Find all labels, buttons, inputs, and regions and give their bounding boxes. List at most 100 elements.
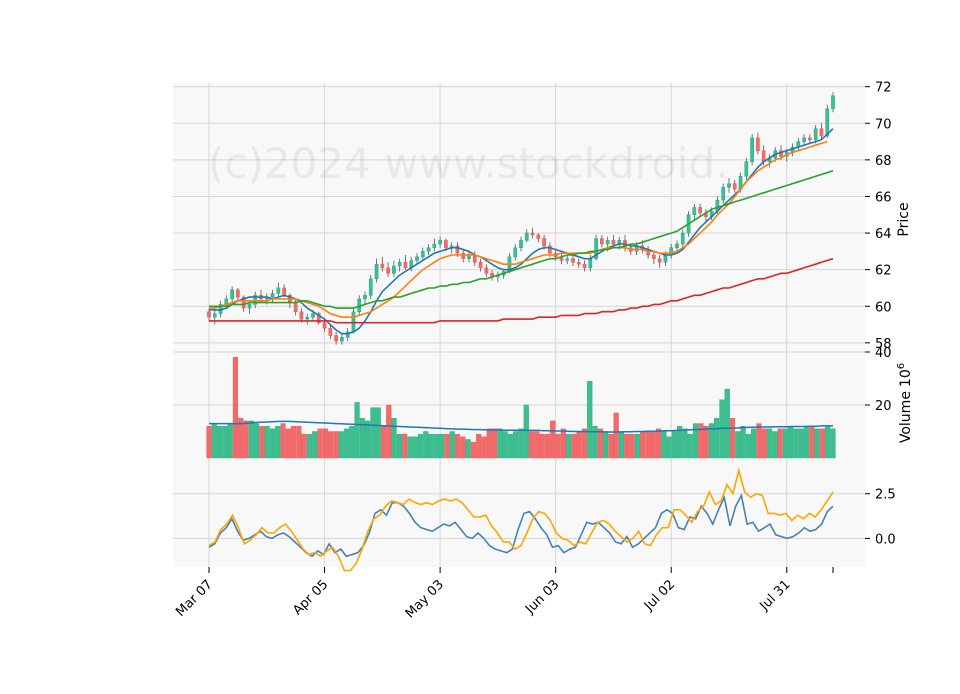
volume-bar (402, 433, 408, 459)
volume-bar (264, 426, 270, 459)
candle-body (611, 240, 616, 245)
ma-fast-line (209, 128, 834, 335)
candle-body (374, 263, 379, 280)
volume-bar (333, 431, 339, 459)
watermark-text: (c)2024 www.stockdroid. (208, 139, 729, 188)
volume-bar (439, 433, 445, 459)
volume-bar (613, 412, 619, 459)
volume-bar (735, 431, 741, 459)
volume-bar (428, 433, 434, 459)
volume-y-tick-label: 20 (875, 399, 892, 414)
volume-bar (491, 428, 498, 459)
candle-body (548, 245, 552, 254)
volume-bar (497, 428, 503, 459)
volume-bar (211, 423, 217, 459)
volume-bar (486, 428, 492, 459)
x-tick-label: Jul 02 (641, 577, 678, 614)
volume-bar (544, 433, 551, 459)
volume-bar (269, 428, 276, 459)
candle-body (455, 245, 460, 254)
candle-body (386, 267, 390, 274)
volume-bar (433, 433, 439, 459)
volume-bar (566, 433, 572, 459)
volume-bar (782, 428, 788, 459)
volume-bar (481, 436, 487, 459)
volume-bar (248, 420, 254, 459)
volume-axis-exponent: 6 (896, 363, 907, 369)
volume-bar (698, 423, 704, 459)
candle-body (270, 293, 275, 298)
candle-body (305, 316, 310, 320)
volume-bar (661, 431, 667, 459)
volume-bar (640, 431, 646, 459)
price-y-tick-label: 66 (875, 190, 892, 205)
candle-body (698, 207, 702, 214)
volume-bar (291, 426, 297, 459)
candle-body (293, 302, 298, 312)
volume-bar (259, 426, 265, 459)
candle-body (328, 327, 333, 336)
candle-body (594, 238, 598, 259)
candle-body (444, 240, 448, 248)
volume-bar (513, 431, 519, 459)
price-panel (173, 83, 865, 352)
volume-bar (634, 433, 640, 459)
volume-bar (528, 431, 535, 459)
candle-body (732, 183, 737, 190)
volume-bar (671, 431, 677, 459)
volume-bar (729, 418, 736, 459)
volume-bar (476, 433, 482, 459)
candle-body (363, 295, 367, 300)
volume-bar (222, 426, 228, 459)
candle-body (513, 247, 518, 258)
price-axis-title: Price (896, 202, 912, 236)
volume-bar (317, 428, 323, 459)
volume-bar (518, 428, 524, 459)
candle-body (744, 161, 749, 177)
oscillator-marks (208, 467, 834, 572)
price-y-tick-label: 60 (875, 300, 892, 315)
candle-body (530, 232, 535, 236)
volume-bar (301, 433, 307, 459)
volume-bar (624, 433, 630, 459)
volume-marks (206, 357, 836, 459)
volume-bar (216, 426, 223, 459)
volume-bar (465, 439, 471, 459)
volume-axis-unit: 10 (898, 369, 914, 387)
volume-bar (772, 431, 778, 459)
volume-bar (814, 428, 820, 459)
candle-body (721, 187, 726, 201)
volume-bar (507, 433, 514, 459)
volume-bar (460, 436, 466, 459)
candle-body (484, 267, 489, 274)
x-tick-label: Jun 03 (522, 577, 562, 617)
volume-bar (650, 431, 656, 459)
volume-bar (587, 380, 593, 459)
volume-bar (666, 436, 672, 459)
volume-bar (296, 426, 302, 459)
x-tick-label: May 03 (403, 577, 447, 621)
candle-body (380, 263, 385, 269)
volume-bar (285, 428, 291, 459)
volume-bar (708, 423, 714, 459)
price-y-tick-label: 64 (875, 227, 892, 242)
oscillator-line-b (208, 467, 834, 572)
volume-bar (343, 428, 350, 459)
ma-long-line (209, 257, 834, 324)
candle-body (576, 262, 581, 265)
candle-body (426, 247, 431, 252)
candle-body (600, 238, 604, 245)
volume-axis-title-text: Volume (898, 391, 914, 443)
volume-bar (592, 426, 598, 459)
candle-body (813, 128, 818, 140)
candle-body (334, 335, 338, 342)
candle-body (392, 265, 396, 274)
candle-body (831, 95, 835, 109)
volume-bar (560, 428, 566, 459)
x-tick-label: Apr 05 (290, 577, 331, 618)
candle-body (663, 254, 668, 263)
volume-bar (206, 426, 212, 459)
osc-y-tick-label: 2.5 (875, 488, 896, 503)
volume-bar (703, 426, 709, 459)
candle-body (397, 262, 402, 267)
